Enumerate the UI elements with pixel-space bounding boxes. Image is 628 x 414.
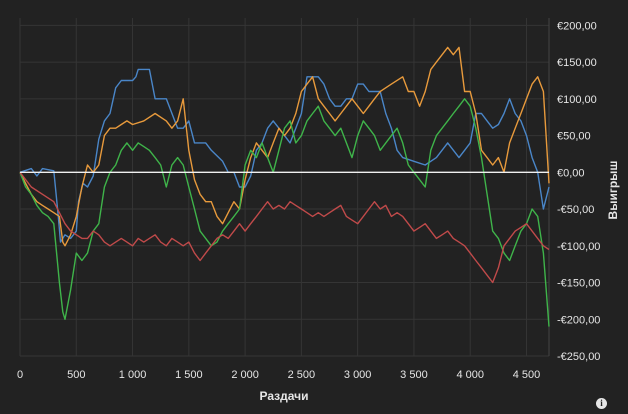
y-tick-label: -€200,00 — [557, 314, 600, 326]
x-tick-label: 0 — [17, 369, 23, 381]
x-tick-label: 1 000 — [119, 369, 147, 381]
y-tick-label: -€100,00 — [557, 241, 600, 253]
x-tick-label: 2 500 — [288, 369, 316, 381]
x-axis-title: Раздачи — [260, 389, 309, 403]
info-icon[interactable]: i — [596, 398, 607, 409]
y-tick-label: €150,00 — [557, 57, 597, 69]
series-line-2 — [19, 46, 550, 247]
y-tick-label: -€150,00 — [557, 278, 600, 290]
x-tick-label: 1 500 — [175, 369, 203, 381]
series-line-3 — [19, 98, 550, 327]
x-tick-label: 4 500 — [513, 369, 541, 381]
x-tick-label: 500 — [67, 369, 85, 381]
x-tick-label: 3 000 — [344, 369, 372, 381]
y-tick-label: -€50,00 — [557, 204, 594, 216]
y-axis-title: Выигрыш — [606, 161, 620, 220]
y-tick-label: -€250,00 — [557, 351, 600, 363]
grid-lines — [19, 18, 550, 357]
y-tick-label: €50,00 — [557, 131, 591, 143]
y-tick-label: €0,00 — [557, 167, 585, 179]
y-tick-label: €200,00 — [557, 20, 597, 32]
series-line-1 — [19, 68, 550, 243]
series-lines — [19, 46, 550, 327]
x-axis-ticks: 0 500 1 000 1 500 2 000 2 500 3 000 3 500 4 000 4… — [17, 369, 540, 381]
y-tick-label: €100,00 — [557, 94, 597, 106]
x-tick-label: 3 500 — [400, 369, 428, 381]
series-line-4 — [19, 171, 550, 284]
y-axis-ticks: €200,00 €150,00 €100,00 €50,00 €0,00 -€50,00 -… — [557, 20, 600, 363]
x-tick-label: 4 000 — [456, 369, 484, 381]
x-tick-label: 2 000 — [231, 369, 259, 381]
